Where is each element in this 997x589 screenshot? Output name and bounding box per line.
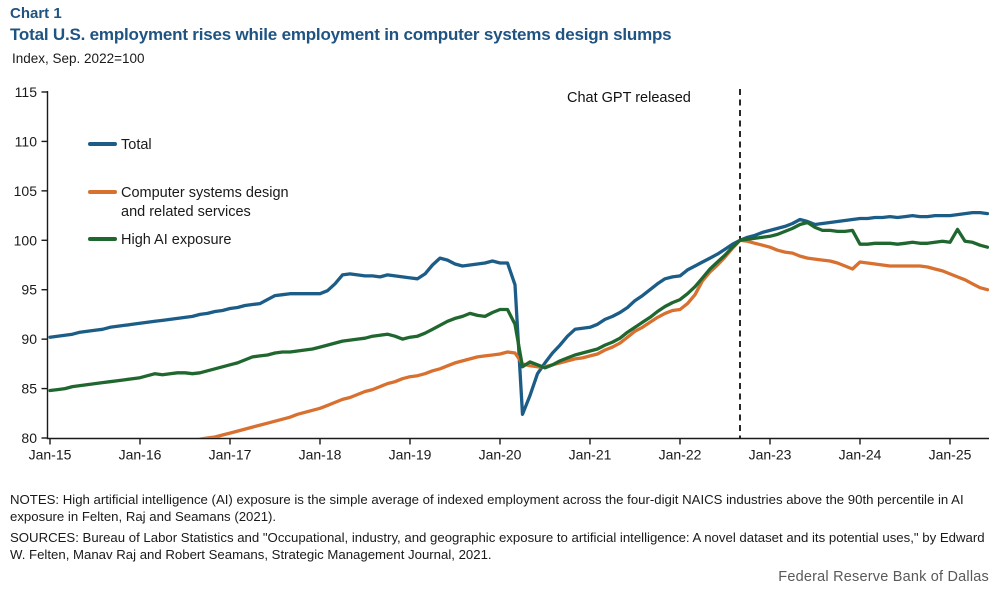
y-tick-label: 85 <box>21 381 37 397</box>
x-tick-label: Jan-24 <box>839 447 882 463</box>
high-ai-line-swatch <box>88 237 117 241</box>
y-tick-label: 95 <box>21 282 37 298</box>
x-tick-label: Jan-15 <box>29 447 72 463</box>
chart-number-label: Chart 1 <box>10 5 62 22</box>
y-tick-label: 110 <box>15 133 38 149</box>
page-title: Total U.S. employment rises while employ… <box>10 25 672 44</box>
legend-label-total: Total <box>121 137 152 153</box>
x-tick-label: Jan-16 <box>119 447 162 463</box>
y-tick-label: 80 <box>21 430 37 446</box>
y-tick-label: 105 <box>14 183 38 199</box>
x-tick-label: Jan-22 <box>659 447 702 463</box>
legend-label-computer: Computer systems design and related serv… <box>121 185 289 220</box>
series-line-2 <box>48 220 989 393</box>
legend-item-total: Total <box>88 136 152 155</box>
notes-text: NOTES: High artificial intelligence (AI)… <box>10 492 964 524</box>
computer-line-swatch <box>88 190 117 194</box>
total-line-swatch <box>88 142 117 146</box>
chatgpt-annotation: Chat GPT released <box>567 90 691 106</box>
legend-item-computer: Computer systems design and related serv… <box>88 184 306 222</box>
x-tick-label: Jan-18 <box>299 447 342 463</box>
axis-lines <box>46 91 989 440</box>
x-tick-label: Jan-19 <box>389 447 432 463</box>
y-tick-label: 115 <box>15 84 38 100</box>
sources-text: SOURCES: Bureau of Labor Statistics and … <box>10 530 985 562</box>
x-tick-label: Jan-17 <box>209 447 252 463</box>
series-line-1 <box>195 238 989 438</box>
legend-item-high-ai: High AI exposure <box>88 231 231 250</box>
legend-label-high-ai: High AI exposure <box>121 232 232 248</box>
x-tick-label: Jan-25 <box>929 447 972 463</box>
plot-svg: 80 85 90 95 100 105 110 115 Jan-15 Jan-16 Jan-17 Ja… <box>14 84 989 463</box>
axis-units-label: Index, Sep. 2022=100 <box>12 51 145 66</box>
y-tick-label: 90 <box>21 331 37 347</box>
x-tick-label: Jan-21 <box>569 447 612 463</box>
y-tick-label: 100 <box>14 232 38 248</box>
x-tick-label: Jan-23 <box>749 447 792 463</box>
footer-brand: Federal Reserve Bank of Dallas <box>778 569 989 585</box>
notes-block: NOTES: High artificial intelligence (AI)… <box>10 492 987 563</box>
x-tick-label: Jan-20 <box>479 447 522 463</box>
